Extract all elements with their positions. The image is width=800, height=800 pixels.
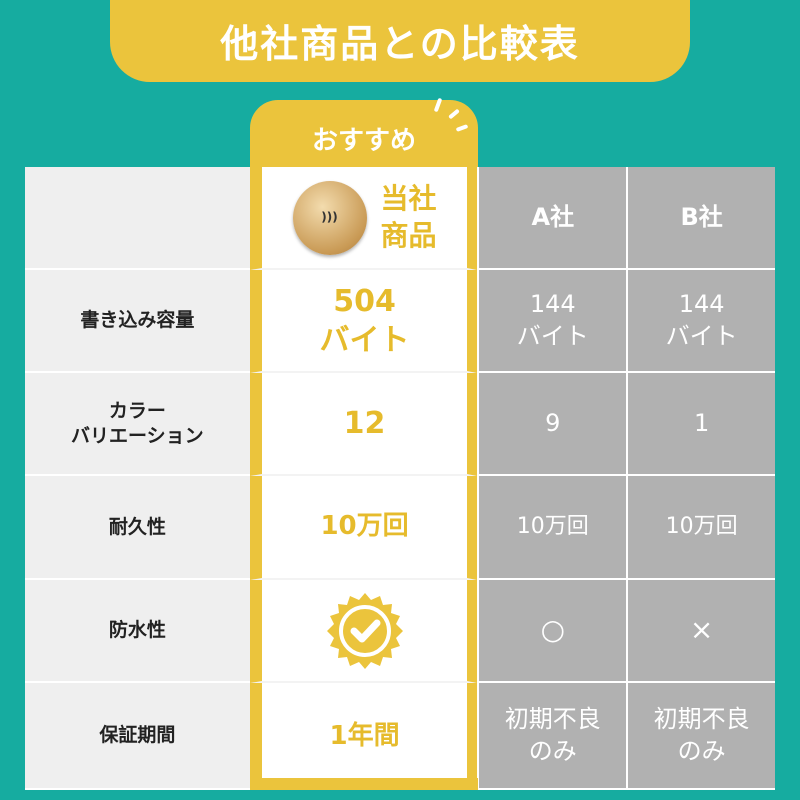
- b-value: ×: [626, 580, 775, 683]
- b-header-cell: B社: [626, 167, 775, 270]
- a-value: ○: [477, 580, 627, 683]
- a-header-cell: A社: [477, 167, 627, 270]
- b-value: 1: [626, 373, 775, 476]
- a-value: 初期不良 のみ: [477, 683, 627, 790]
- row-label: 防水性: [25, 580, 250, 683]
- row-label: 書き込み容量: [25, 270, 250, 373]
- table-row: 耐久性 10万回 10万回 10万回: [25, 476, 775, 580]
- b-value: 144 バイト: [626, 270, 775, 373]
- b-value: 初期不良 のみ: [626, 683, 775, 790]
- comparison-table: ))) 当社 商品 A社 B社 書き込み容量 504 バイト 144 バイト 1…: [25, 167, 775, 790]
- b-value: 10万回: [626, 476, 775, 580]
- ours-header-label: 当社 商品: [380, 182, 437, 252]
- row-label: カラー バリエーション: [25, 373, 250, 476]
- nfc-coin-icon: ))): [292, 180, 367, 255]
- header-row: ))) 当社 商品 A社 B社: [25, 167, 775, 270]
- check-badge-icon: [326, 592, 403, 669]
- recommend-label: おすすめ: [311, 126, 416, 156]
- table-row: 防水性 ○ ×: [25, 580, 775, 683]
- row-label: 保証期間: [25, 683, 250, 790]
- a-value: 10万回: [477, 476, 627, 580]
- table-row: 保証期間 1年間 初期不良 のみ 初期不良 のみ: [25, 683, 775, 790]
- table-row: カラー バリエーション 12 9 1: [25, 373, 775, 476]
- ours-value: [249, 580, 478, 683]
- ours-header-cell: ))) 当社 商品: [249, 167, 478, 270]
- a-value: 9: [477, 373, 627, 476]
- empty-header-cell: [25, 167, 250, 270]
- ours-value: 1年間: [249, 683, 478, 790]
- title-banner: 他社商品との比較表: [110, 0, 690, 82]
- table-row: 書き込み容量 504 バイト 144 バイト 144 バイト: [25, 270, 775, 373]
- page-title: 他社商品との比較表: [220, 22, 580, 66]
- row-label: 耐久性: [25, 476, 250, 580]
- a-value: 144 バイト: [477, 270, 627, 373]
- recommend-frame-bottom: [250, 778, 478, 790]
- recommend-tab: おすすめ: [250, 100, 478, 180]
- ours-value: 504 バイト: [249, 270, 478, 373]
- ours-value: 10万回: [249, 476, 478, 580]
- ours-value: 12: [249, 373, 478, 476]
